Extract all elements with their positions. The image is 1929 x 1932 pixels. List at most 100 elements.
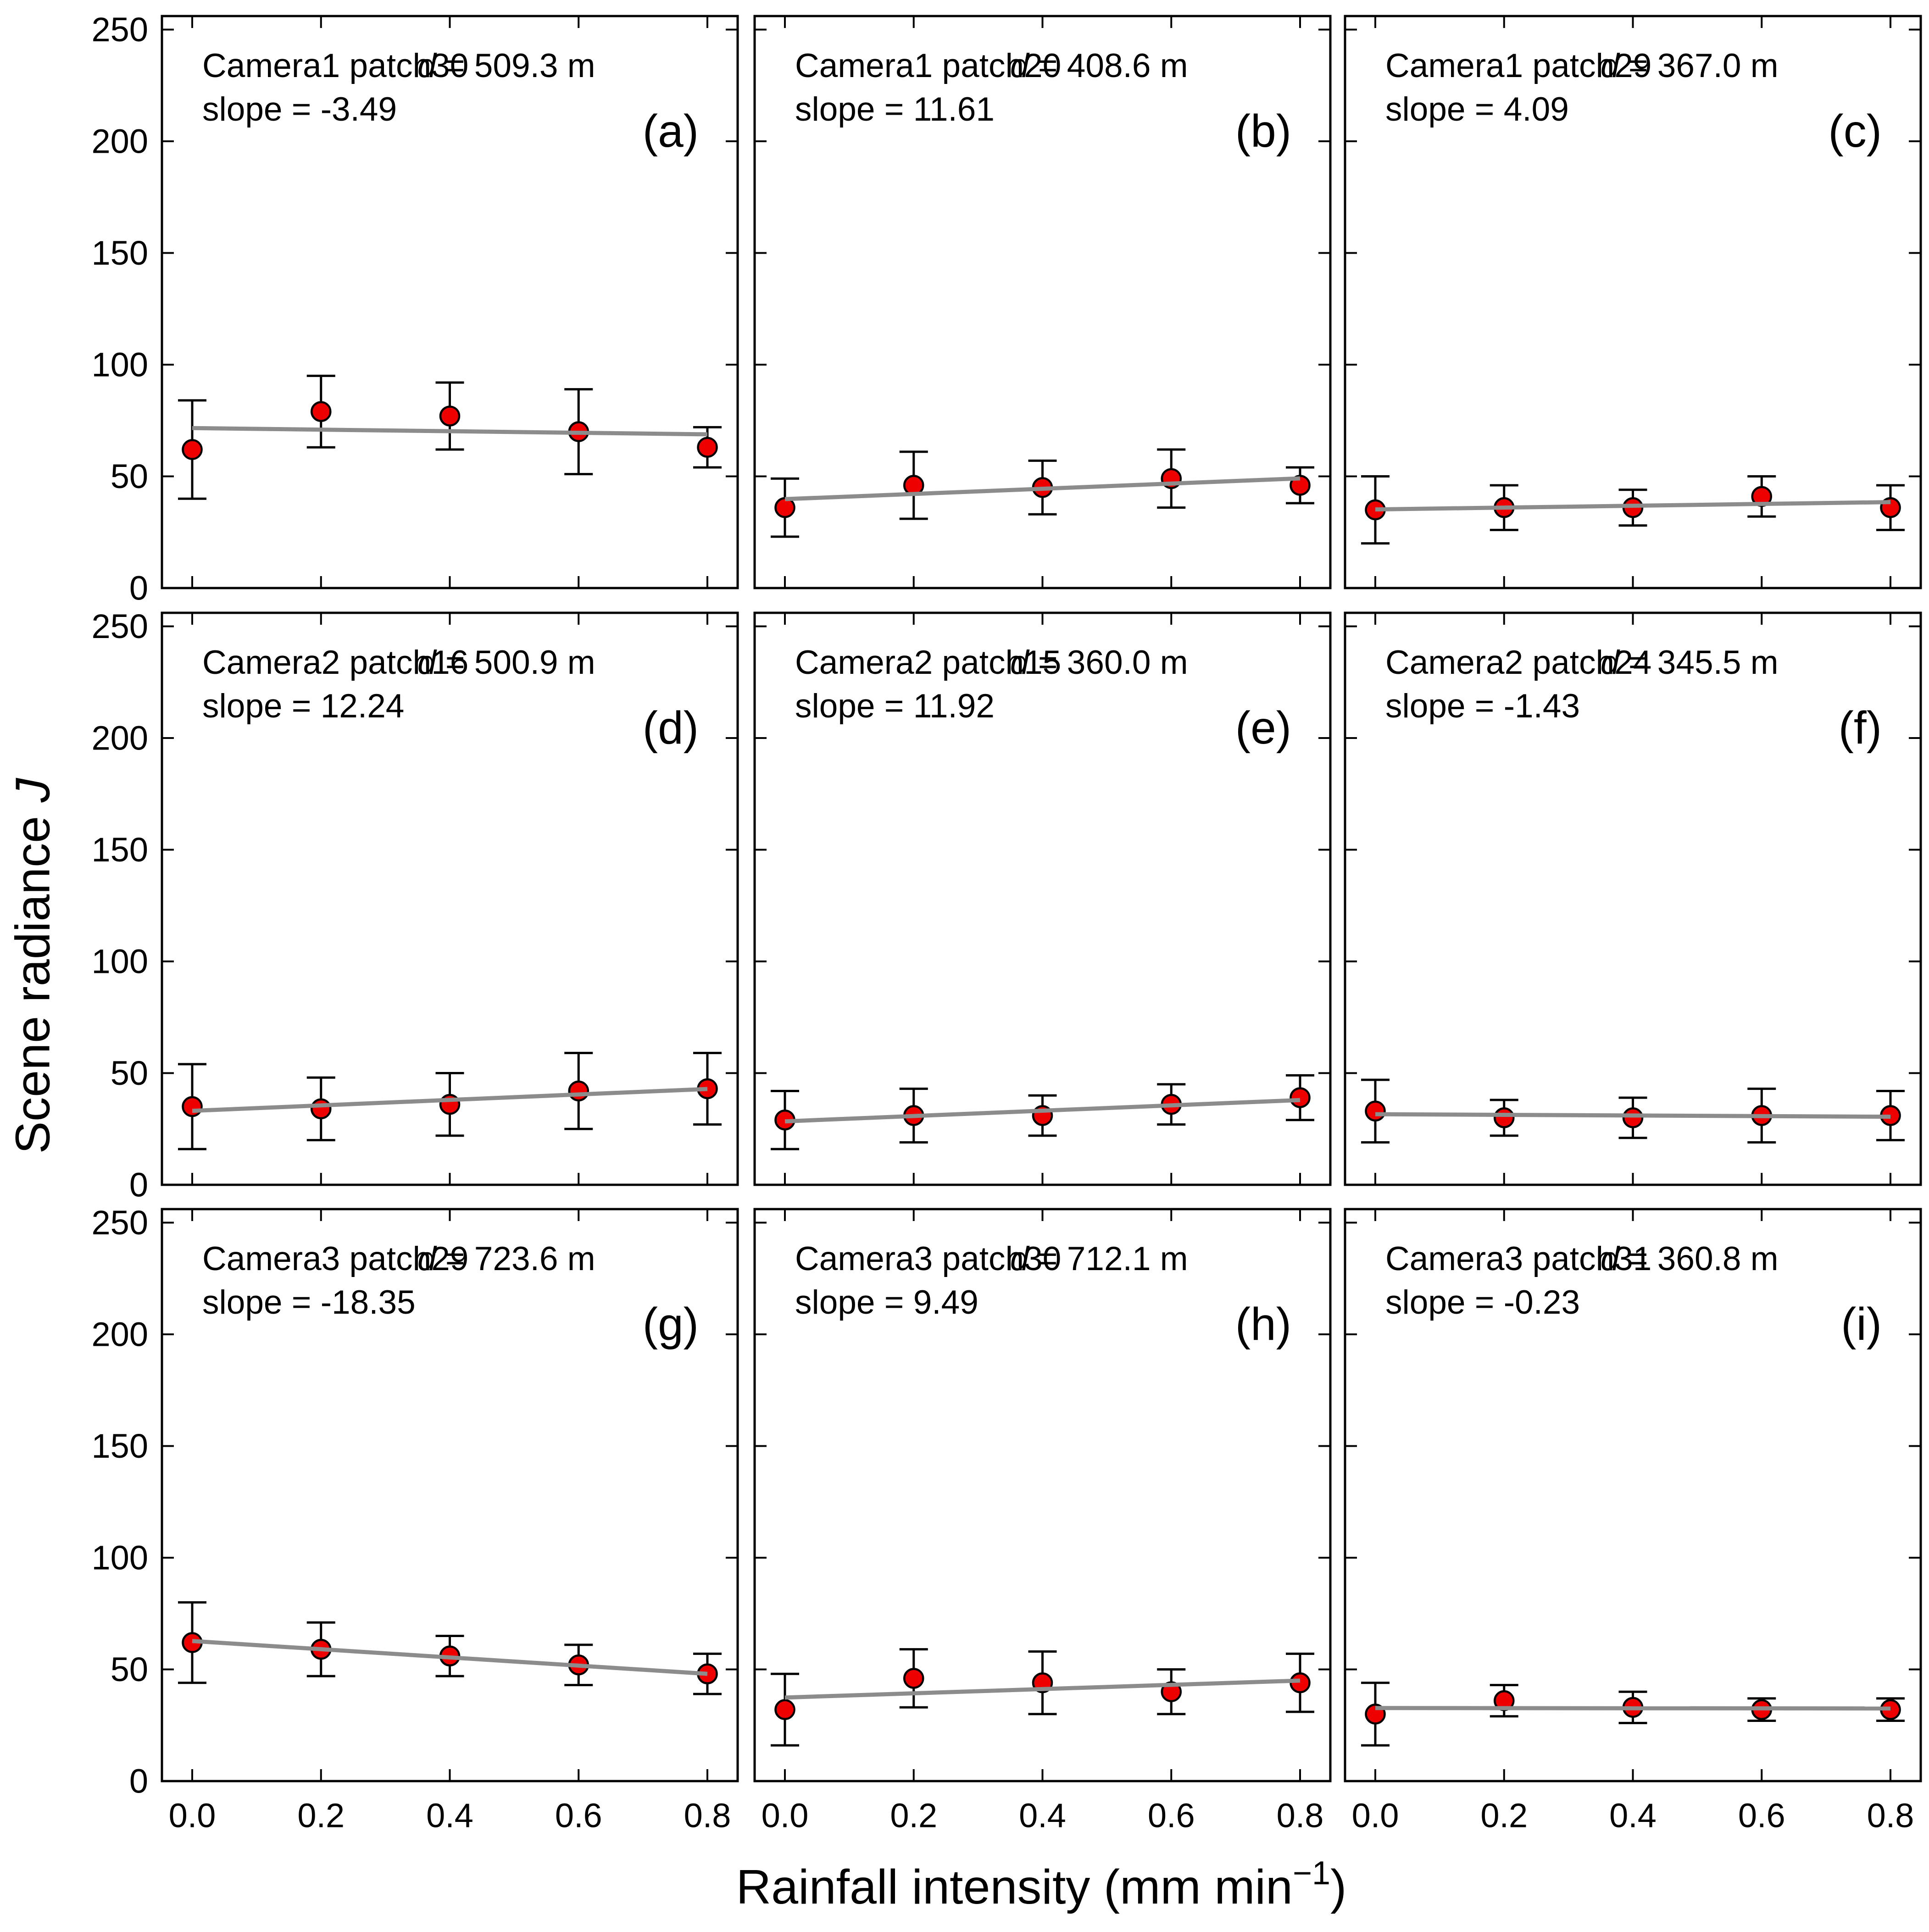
panel-slope-label: slope = -0.23 [1385,1284,1580,1321]
y-tick-label: 100 [92,1539,148,1577]
y-tick-label: 250 [92,607,148,645]
fit-line [192,1639,708,1676]
data-point [311,1098,332,1120]
panel-title: Camera1 patch20 [795,47,1061,84]
data-point [182,1096,203,1117]
panel-distance-label: d = 360.0 m [1010,644,1188,681]
y-tick-label: 50 [111,457,148,495]
x-axis-title-suffix: ) [1330,1860,1347,1915]
panel-slope-label: slope = 4.09 [1385,91,1569,128]
data-point [774,497,795,518]
panel-slope-label: slope = 9.49 [795,1284,978,1321]
y-tick-label: 200 [92,719,148,757]
panel-letter: (b) [1235,105,1291,157]
panel-title: Camera3 patch30 [795,1240,1061,1277]
panel-letter: (e) [1235,702,1291,754]
panel-title: Camera2 patch15 [795,644,1061,681]
x-tick-label: 0.4 [1019,1797,1066,1835]
panel-letter: (h) [1235,1299,1291,1350]
y-tick-label: 100 [92,346,148,384]
data-point [697,437,718,458]
fit-line [784,1098,1301,1124]
data-point [1494,1107,1515,1128]
panel-title: Camera1 patch29 [1385,47,1651,84]
data-point [774,1699,795,1720]
data-point [439,405,461,427]
y-tick-label: 150 [92,831,148,869]
data-point [568,1080,589,1102]
fit-line [1375,1112,1891,1119]
x-tick-label: 0.4 [1609,1797,1657,1835]
y-tick-label: 250 [92,1204,148,1242]
fit-line [1375,500,1891,512]
data-point [903,1668,924,1689]
panel-slope-label: slope = 11.61 [795,91,995,128]
panel-letter: (g) [643,1299,699,1350]
panel-slope-label: slope = -18.35 [202,1284,416,1321]
panel-letter: (c) [1828,105,1882,157]
fit-line [1375,1706,1891,1711]
panel-distance-label: d = 408.6 m [1010,47,1188,84]
panel-distance-label: d = 367.0 m [1601,47,1779,84]
panel-slope-label: slope = 12.24 [202,688,404,725]
panel-slope-label: slope = -3.49 [202,91,397,128]
panel-title: Camera3 patch31 [1385,1240,1651,1277]
fit-line [192,426,708,437]
y-axis-symbol: J [6,778,60,803]
panel-g: 0 50 100 150 200 250 0.0 0.2 0.4 0.6 0.8 Camera3 pa… [92,1204,739,1835]
panel-distance-label: d = 712.1 m [1010,1240,1188,1277]
panel-slope-label: slope = -1.43 [1385,688,1580,725]
y-tick-label: 200 [92,1316,148,1354]
fit-line [784,1678,1301,1700]
panel-distance-label: d = 500.9 m [417,644,595,681]
data-point [1365,1100,1386,1122]
y-tick-label: 250 [92,11,148,49]
x-tick-label: 0.4 [426,1797,473,1835]
y-tick-label: 150 [92,1427,148,1465]
panel-letter: (f) [1839,702,1882,754]
x-tick-label: 0.6 [1148,1797,1195,1835]
panel-title: Camera2 patch24 [1385,644,1651,681]
x-tick-label: 0.0 [762,1797,809,1835]
y-tick-label: 0 [129,1762,148,1800]
x-tick-label: 0.8 [1277,1797,1324,1835]
y-tick-label: 200 [92,122,148,161]
y-tick-label: 50 [111,1054,148,1092]
x-axis-superscript: −1 [1293,1854,1331,1892]
panel-letter: (d) [643,702,699,754]
x-tick-label: 0.6 [1738,1797,1785,1835]
panel-distance-label: d = 360.8 m [1601,1240,1779,1277]
panel-letter: (i) [1841,1299,1882,1350]
y-tick-label: 0 [129,1166,148,1204]
data-point [311,401,332,422]
y-axis-title: Scene radiance J [6,778,61,1154]
panel-distance-label: d = 345.5 m [1601,644,1779,681]
y-tick-label: 100 [92,943,148,981]
x-axis-title: Rainfall intensity (mm min−1) [736,1854,1347,1915]
fit-line [784,476,1301,501]
data-point [182,439,203,460]
panel-slope-label: slope = 11.92 [795,688,995,725]
y-axis-title-text: Scene radiance [6,802,60,1154]
data-point [1622,1107,1644,1128]
y-tick-label: 0 [129,569,148,607]
x-tick-label: 0.8 [684,1797,731,1835]
x-tick-label: 0.2 [890,1797,937,1835]
panel-title: Camera1 patch30 [202,47,468,84]
panel-letter: (a) [643,105,699,157]
x-tick-label: 0.2 [1480,1797,1528,1835]
y-tick-label: 50 [111,1650,148,1688]
x-tick-label: 0.2 [297,1797,345,1835]
x-tick-label: 0.0 [169,1797,216,1835]
x-tick-label: 0.0 [1352,1797,1399,1835]
y-tick-label: 150 [92,234,148,272]
